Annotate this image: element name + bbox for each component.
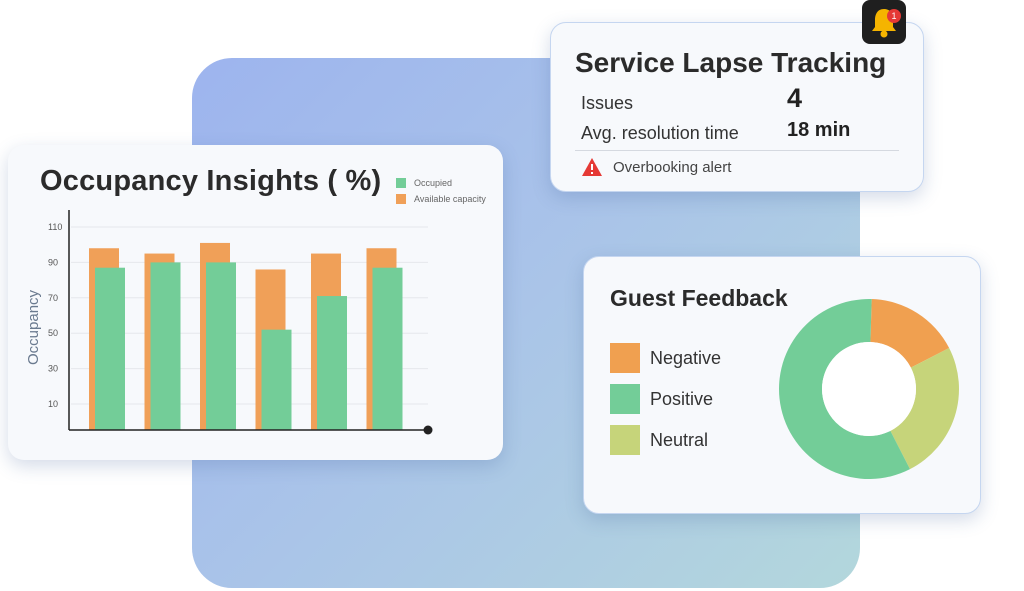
donut-slice-positive <box>779 299 910 479</box>
overbooking-alert[interactable]: Overbooking alert <box>581 157 731 177</box>
legend-label-positive: Positive <box>650 388 714 409</box>
service-title: Service Lapse Tracking <box>575 47 887 78</box>
legend-item-neutral: Neutral <box>610 425 721 455</box>
legend-item-positive: Positive <box>610 384 721 414</box>
issues-label: Issues <box>581 93 634 113</box>
bar-occupied <box>95 267 125 430</box>
y-tick-label: 50 <box>48 328 58 338</box>
y-axis-label: Occupancy <box>25 289 42 365</box>
legend-swatch-available <box>396 194 406 204</box>
bar-occupied <box>372 267 403 430</box>
y-tick-label: 110 <box>48 222 62 232</box>
occupancy-title: Occupancy Insights ( %) <box>40 165 382 197</box>
warning-icon <box>582 158 602 176</box>
divider <box>575 150 899 151</box>
resolution-value: 18 min <box>787 119 851 141</box>
legend-label-negative: Negative <box>650 347 722 368</box>
legend-label-neutral: Neutral <box>650 429 709 450</box>
y-tick-label: 30 <box>48 364 58 374</box>
y-tick-label: 70 <box>48 293 58 303</box>
donut-slice-negative <box>870 299 950 368</box>
bell-icon <box>872 9 896 38</box>
legend-swatch-occupied <box>396 178 406 188</box>
feedback-title: Guest Feedback <box>610 285 788 311</box>
issues-value: 4 <box>787 83 803 113</box>
alert-text: Overbooking alert <box>613 158 732 176</box>
legend-label-occupied: Occupied <box>414 178 453 188</box>
y-tick-label: 10 <box>48 399 58 409</box>
service-lapse-card: Service Lapse Tracking Issues 4 Avg. res… <box>550 22 924 192</box>
y-tick-label: 90 <box>48 257 58 267</box>
bar-occupied <box>261 329 292 430</box>
notification-bell-button[interactable]: 1 <box>862 0 906 44</box>
legend-swatch-neutral <box>610 425 640 455</box>
legend-item-occupied: Occupied <box>396 175 486 191</box>
donut-hole <box>822 342 916 436</box>
feedback-legend: Negative Positive Neutral <box>610 343 721 466</box>
legend-item-negative: Negative <box>610 343 721 373</box>
legend-swatch-negative <box>610 343 640 373</box>
notification-badge: 1 <box>887 9 901 23</box>
bar-occupied <box>150 262 181 430</box>
guest-feedback-card: Guest Feedback Negative Positive Neutral <box>583 256 981 514</box>
legend-label-available: Available capacity <box>414 194 486 204</box>
legend-swatch-positive <box>610 384 640 414</box>
occupancy-card: Occupancy Insights ( %) Occupied Availab… <box>8 145 503 460</box>
bar-occupied <box>317 296 347 430</box>
occupancy-bar-chart: 10 30 50 70 90 110 Occupancy <box>25 210 433 435</box>
bar-occupied <box>206 262 236 430</box>
x-axis-end-dot <box>423 425 433 435</box>
legend-item-available: Available capacity <box>396 191 486 207</box>
resolution-label: Avg. resolution time <box>581 123 739 143</box>
donut-slice-neutral <box>890 348 959 470</box>
feedback-donut-chart <box>779 299 959 479</box>
occupancy-legend: Occupied Available capacity <box>396 175 486 207</box>
